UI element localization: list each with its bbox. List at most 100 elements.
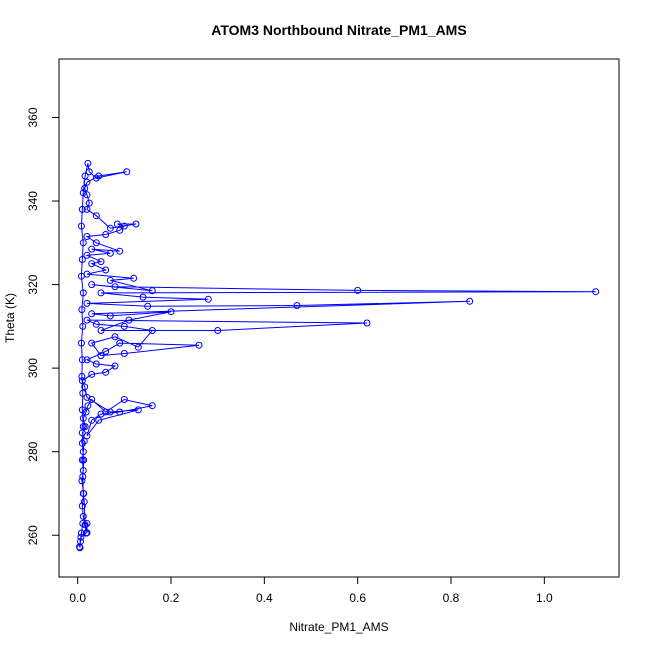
data-point bbox=[88, 339, 96, 347]
data-point bbox=[97, 258, 105, 266]
y-tick-label: 320 bbox=[26, 274, 40, 294]
data-point bbox=[116, 247, 124, 255]
data-point bbox=[120, 350, 128, 357]
x-tick-label: 0.2 bbox=[163, 591, 180, 605]
data-point bbox=[81, 185, 89, 192]
data-point bbox=[92, 239, 100, 247]
data-point bbox=[81, 172, 89, 180]
data-point bbox=[102, 231, 110, 238]
data-point bbox=[130, 274, 138, 282]
x-tick-label: 0.6 bbox=[349, 591, 366, 605]
data-point bbox=[97, 289, 105, 297]
data-point bbox=[78, 406, 86, 414]
data-point bbox=[139, 293, 147, 301]
data-point bbox=[102, 347, 110, 355]
data-point bbox=[79, 448, 87, 456]
y-tick-label: 260 bbox=[26, 525, 40, 545]
data-point bbox=[79, 490, 87, 497]
data-point bbox=[79, 239, 87, 247]
data-point bbox=[79, 414, 87, 422]
x-tick-label: 0.0 bbox=[69, 591, 86, 605]
data-point bbox=[92, 174, 100, 182]
data-point bbox=[88, 416, 96, 424]
data-point bbox=[83, 205, 91, 213]
data-point bbox=[82, 529, 90, 537]
data-point bbox=[148, 287, 156, 295]
data-point bbox=[116, 339, 124, 347]
data-point bbox=[134, 406, 142, 414]
data-point bbox=[79, 423, 87, 431]
data-point bbox=[92, 360, 100, 368]
data-point bbox=[79, 189, 87, 197]
x-tick-label: 0.4 bbox=[256, 591, 273, 605]
data-point bbox=[363, 319, 371, 327]
data-point bbox=[84, 159, 92, 167]
data-point bbox=[97, 410, 105, 418]
series-layer bbox=[76, 159, 600, 552]
data-point bbox=[88, 245, 96, 253]
data-point bbox=[293, 302, 301, 309]
data-point bbox=[88, 370, 96, 378]
data-point bbox=[167, 308, 175, 316]
data-point bbox=[148, 402, 156, 410]
data-point bbox=[83, 299, 91, 307]
data-point bbox=[77, 222, 85, 230]
data-point bbox=[85, 199, 93, 207]
data-point bbox=[83, 393, 91, 401]
data-point bbox=[92, 320, 100, 328]
data-point bbox=[102, 266, 110, 274]
data-point bbox=[106, 249, 114, 257]
data-point bbox=[123, 168, 131, 176]
x-tick-label: 1.0 bbox=[536, 591, 553, 605]
data-point bbox=[78, 256, 86, 263]
data-point bbox=[79, 473, 87, 481]
data-point bbox=[92, 212, 100, 220]
data-point bbox=[88, 310, 96, 318]
data-point bbox=[79, 389, 87, 397]
data-point bbox=[466, 297, 474, 305]
data-point bbox=[106, 276, 114, 284]
data-point bbox=[77, 533, 85, 541]
data-point bbox=[83, 520, 91, 527]
data-point bbox=[81, 521, 89, 529]
data-point bbox=[80, 437, 88, 445]
data-point bbox=[106, 224, 114, 232]
data-point bbox=[116, 226, 124, 234]
data-point bbox=[77, 339, 85, 347]
data-point bbox=[88, 260, 96, 268]
y-tick-label: 340 bbox=[26, 191, 40, 211]
data-point bbox=[214, 327, 222, 334]
data-point bbox=[78, 377, 86, 385]
data-point bbox=[83, 251, 91, 259]
data-point bbox=[83, 233, 91, 240]
data-point bbox=[88, 281, 96, 289]
data-point bbox=[120, 222, 128, 230]
data-point bbox=[134, 343, 142, 351]
data-point bbox=[81, 383, 89, 391]
data-point bbox=[79, 289, 87, 297]
data-point bbox=[76, 543, 83, 551]
data-point bbox=[97, 352, 105, 360]
data-point bbox=[95, 416, 103, 424]
data-point bbox=[78, 373, 86, 380]
data-point bbox=[204, 295, 212, 303]
x-tick-label: 0.8 bbox=[443, 591, 460, 605]
data-point bbox=[83, 316, 91, 324]
data-point bbox=[113, 220, 121, 228]
data-point bbox=[144, 302, 152, 310]
data-point bbox=[106, 408, 114, 416]
data-point bbox=[78, 439, 86, 447]
series-line bbox=[79, 163, 596, 548]
data-point bbox=[82, 408, 90, 416]
data-point bbox=[79, 322, 87, 330]
y-tick-label: 280 bbox=[26, 441, 40, 461]
data-point bbox=[116, 408, 124, 416]
y-axis-label: Theta (K) bbox=[3, 293, 17, 343]
data-point bbox=[354, 286, 362, 294]
data-point bbox=[80, 498, 88, 506]
data-point bbox=[111, 283, 119, 291]
x-axis-label: Nitrate_PM1_AMS bbox=[289, 620, 388, 634]
data-point bbox=[120, 396, 128, 403]
